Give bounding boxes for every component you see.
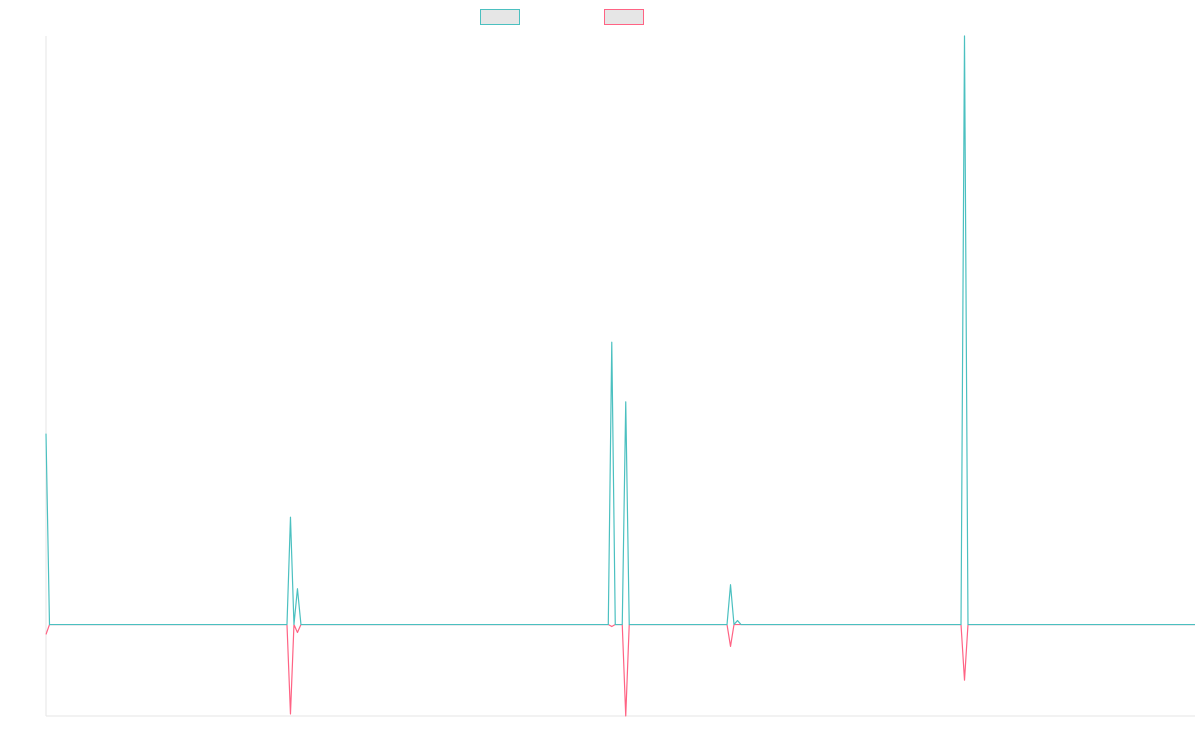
series-line-1 [45, 35, 1195, 626]
legend-swatch-series-1[interactable] [480, 9, 520, 25]
legend-swatch-series-2[interactable] [604, 9, 644, 25]
series-line-2 [45, 623, 1195, 717]
